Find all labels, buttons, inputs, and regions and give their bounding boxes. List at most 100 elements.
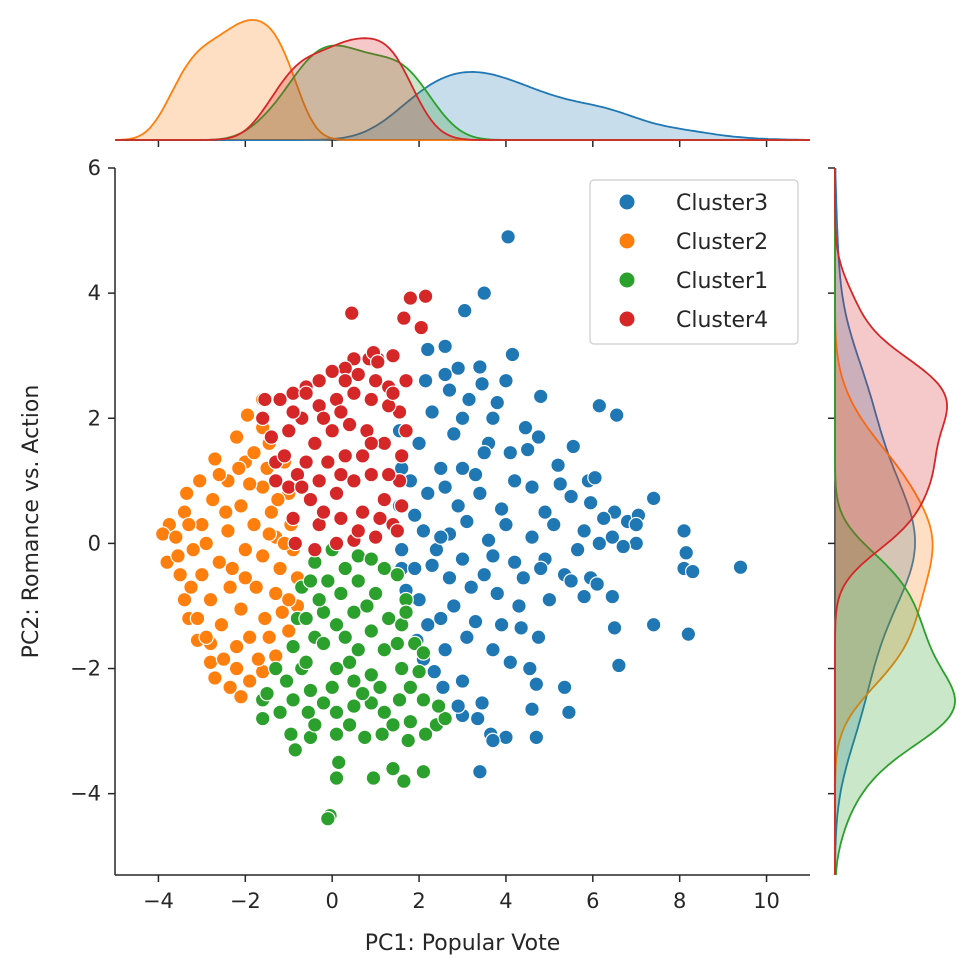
scatter-point (569, 541, 586, 558)
scatter-point (311, 473, 327, 489)
scatter-point (446, 426, 462, 442)
scatter-point (424, 404, 440, 420)
scatter-point (402, 290, 419, 306)
scatter-point (302, 682, 319, 699)
scatter-point (419, 341, 436, 358)
scatter-point (676, 523, 692, 539)
scatter-point (280, 623, 297, 639)
scatter-point (522, 660, 538, 677)
top-kde-fill (115, 45, 810, 140)
legend-marker (618, 271, 636, 289)
scatter-point (328, 616, 345, 633)
scatter-point (211, 466, 228, 483)
scatter-point (459, 629, 475, 646)
scatter-point (328, 660, 345, 677)
scatter-point (396, 773, 412, 789)
scatter-point (337, 560, 354, 577)
scatter-point (385, 760, 401, 777)
scatter-point (498, 729, 514, 746)
scatter-point (287, 742, 304, 758)
scatter-point (502, 444, 519, 461)
scatter-point (402, 713, 419, 730)
legend-label: Cluster4 (676, 308, 768, 333)
scatter-point (276, 448, 293, 464)
scatter-point (454, 551, 471, 567)
scatter-point (272, 704, 288, 721)
top-marginal-kde (114, 19, 810, 147)
scatter-point (369, 354, 386, 370)
scatter-point (391, 692, 408, 708)
scatter-point (415, 692, 432, 708)
scatter-point (372, 510, 388, 527)
scatter-point (437, 338, 453, 355)
scatter-point (380, 610, 397, 627)
scatter-point (280, 422, 297, 439)
scatter-point (315, 635, 332, 652)
scatter-point (194, 516, 210, 533)
x-tick-label: 8 (673, 889, 686, 913)
scatter-point (343, 305, 360, 321)
scatter-point (213, 616, 230, 633)
scatter-point (346, 473, 362, 489)
scatter-point (430, 698, 447, 714)
scatter-point (398, 372, 414, 389)
scatter-point (432, 460, 449, 477)
scatter-point (183, 579, 199, 595)
scatter-point (513, 620, 529, 636)
scatter-point (311, 372, 327, 389)
scatter-point (500, 229, 516, 245)
scatter-point (417, 726, 434, 743)
scatter-point (385, 347, 401, 364)
scatter-point (437, 710, 453, 727)
scatter-point (419, 616, 436, 633)
scatter-point (528, 729, 545, 746)
scatter-point (261, 629, 278, 646)
scatter-point (441, 382, 458, 398)
scatter-point (437, 641, 453, 658)
scatter-point (485, 548, 501, 564)
scatter-point (517, 419, 534, 436)
x-tick-label: 4 (499, 889, 512, 913)
scatter-point (515, 570, 532, 586)
scatter-point (524, 529, 540, 545)
scatter-point (367, 529, 384, 545)
scatter-point (341, 654, 358, 671)
series-cluster4 (254, 288, 434, 558)
scatter-point (528, 676, 545, 692)
scatter-point (300, 704, 317, 721)
scatter-point (363, 666, 380, 683)
scatter-point (506, 554, 523, 570)
scatter-point (241, 476, 258, 492)
right-kde-line (834, 168, 948, 875)
scatter-point (346, 673, 362, 689)
scatter-point (393, 448, 410, 464)
scatter-point (450, 360, 466, 377)
scatter-point (237, 541, 254, 558)
scatter-point (417, 372, 434, 389)
scatter-point (337, 629, 354, 646)
scatter-point (280, 479, 297, 495)
scatter-point (591, 535, 608, 552)
scatter-point (504, 346, 521, 363)
scatter-point (356, 729, 373, 746)
scatter-point (198, 535, 215, 552)
scatter-point (194, 566, 210, 583)
scatter-point (393, 541, 410, 558)
scatter-point (511, 598, 527, 614)
scatter-point (389, 566, 406, 583)
scatter-point (587, 469, 603, 486)
scatter-point (283, 726, 299, 743)
scatter-point (257, 391, 273, 408)
scatter-point (732, 559, 749, 575)
scatter-point (493, 501, 510, 517)
right-kde-fill (835, 168, 933, 875)
scatter-point (678, 544, 695, 561)
x-tick-label: 2 (412, 889, 425, 913)
scatter-point (298, 385, 314, 402)
scatter-point (530, 429, 547, 445)
scatter-point (372, 679, 388, 696)
scatter-point (608, 407, 625, 423)
scatter-point (328, 485, 345, 502)
scatter-point (537, 504, 553, 520)
scatter-point (437, 366, 453, 383)
